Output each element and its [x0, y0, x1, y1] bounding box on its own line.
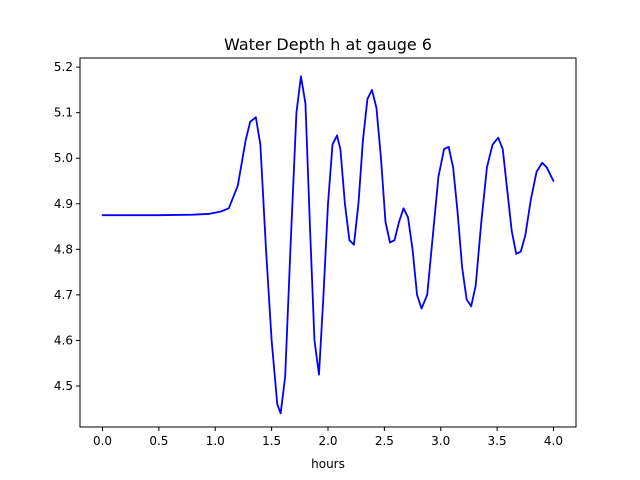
x-tick-label: 1.0 [206, 434, 225, 448]
series-line-0 [101, 75, 555, 415]
x-tick-label: 3.5 [488, 434, 507, 448]
chart-title: Water Depth h at gauge 6 [224, 35, 432, 54]
y-tick-label: 5.0 [54, 151, 73, 165]
x-tick-label: 4.0 [544, 434, 563, 448]
x-tick-label: 2.5 [375, 434, 394, 448]
x-tick-label: 3.0 [431, 434, 450, 448]
y-tick-label: 4.8 [54, 242, 73, 256]
x-tick-label: 2.0 [318, 434, 337, 448]
y-tick-label: 4.9 [54, 197, 73, 211]
y-tick-label: 4.6 [54, 333, 73, 347]
x-tick-label: 0.0 [93, 434, 112, 448]
x-tick-label: 0.5 [149, 434, 168, 448]
x-axis-label: hours [311, 457, 345, 471]
y-tick-label: 4.5 [54, 379, 73, 393]
y-tick-label: 5.2 [54, 60, 73, 74]
y-tick-label: 5.1 [54, 106, 73, 120]
x-tick-label: 1.5 [262, 434, 281, 448]
plot-area: 0.0 0.5 1.0 1.5 2.0 2.5 3.0 3.5 4.0 4.5 4.6 4.7 4.8 4… [54, 57, 577, 448]
y-tick-label: 4.7 [54, 288, 73, 302]
